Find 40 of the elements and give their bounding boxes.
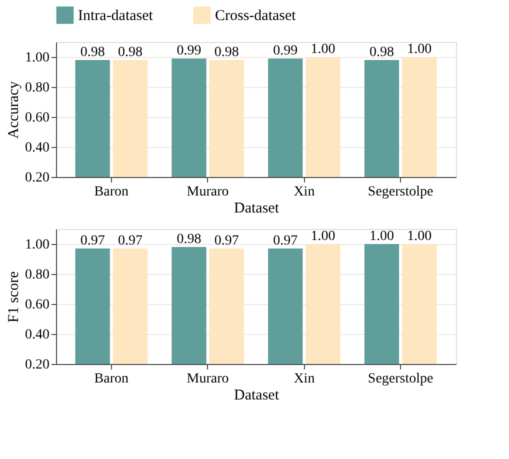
data-label: 0.98 (214, 45, 239, 60)
x-tick-label: Segerstolpe (368, 372, 434, 386)
y-axis-title: Accuracy (6, 80, 22, 139)
data-label: 1.00 (407, 229, 432, 244)
data-label: 0.97 (214, 234, 239, 248)
data-label: 1.00 (310, 229, 336, 244)
x-tick-label: Muraro (186, 184, 229, 200)
x-tick-label: Xin (294, 184, 315, 200)
x-tick-label: Segerstolpe (368, 184, 434, 200)
y-tick-label: 0.80 (25, 80, 50, 96)
y-tick-label: 1.00 (25, 50, 50, 66)
data-label: 0.97 (273, 234, 298, 248)
data-label: 0.97 (118, 234, 142, 248)
data-label: 0.98 (370, 45, 394, 60)
y-tick-label: 0.20 (25, 358, 50, 372)
data-label: 0.98 (176, 232, 202, 247)
y-axis-title: F1 score (6, 271, 22, 323)
data-label: 0.98 (118, 45, 142, 60)
data-label: 0.98 (80, 45, 105, 60)
y-tick-label: 0.80 (25, 268, 50, 282)
x-tick-label: Xin (294, 372, 315, 386)
data-label: 0.99 (273, 44, 298, 58)
data-label: 1.00 (370, 229, 394, 244)
y-tick-label: 1.00 (25, 238, 50, 252)
y-tick-label: 0.60 (25, 298, 50, 312)
data-label: 1.00 (310, 42, 336, 57)
data-label: 0.99 (176, 44, 202, 58)
x-tick-label: Baron (94, 372, 129, 386)
legend-label: Cross-dataset (215, 8, 297, 24)
x-axis-title: Dataset (234, 200, 280, 216)
y-tick-label: 0.40 (25, 140, 50, 156)
legend-label: Intra-dataset (78, 8, 154, 24)
x-axis-title: Dataset (234, 388, 280, 404)
x-tick-label: Baron (94, 184, 129, 200)
y-tick-label: 0.40 (25, 328, 50, 342)
y-tick-label: 0.60 (25, 110, 50, 126)
data-label: 0.97 (80, 234, 105, 248)
y-tick-label: 0.20 (25, 170, 50, 186)
data-label: 1.00 (407, 42, 432, 57)
x-tick-label: Muraro (186, 372, 229, 386)
